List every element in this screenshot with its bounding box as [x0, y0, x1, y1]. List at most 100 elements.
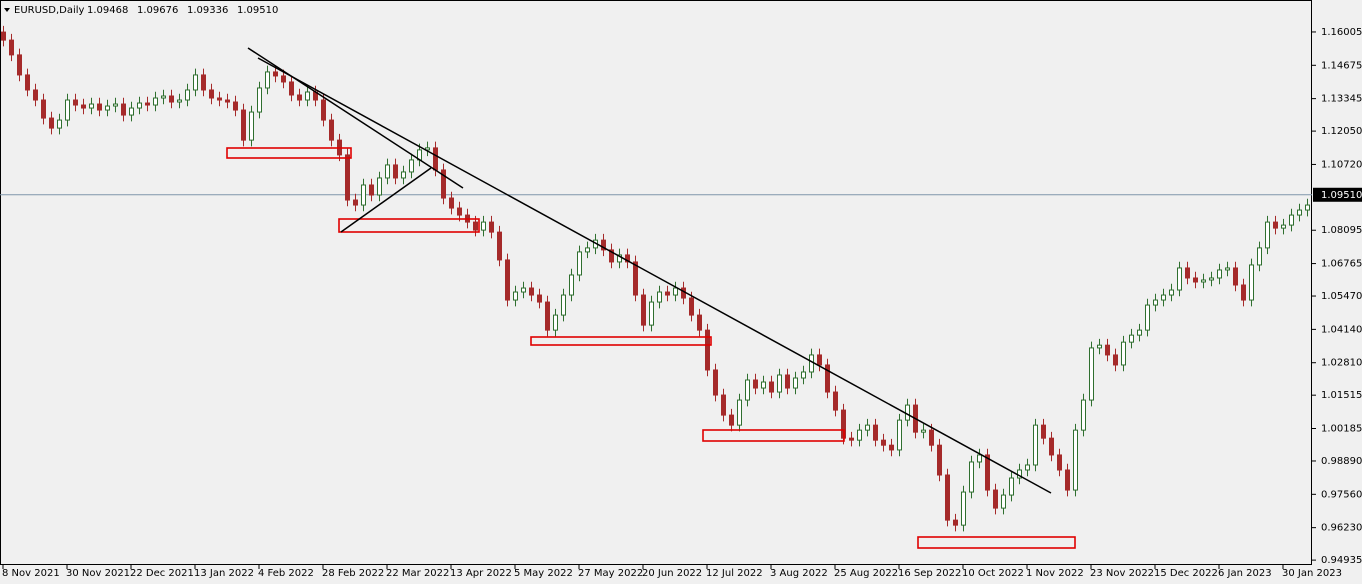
header: EURUSD,Daily 1.09468 1.09676 1.09336 1.0… [4, 5, 278, 16]
candle-body [1033, 424, 1038, 466]
support-zone [338, 218, 480, 233]
trend-line [257, 57, 1052, 494]
candle-body [393, 164, 398, 179]
candle-body [985, 454, 990, 491]
candle-body [1289, 214, 1294, 226]
candle-body [945, 474, 950, 521]
candle-body [129, 107, 134, 116]
candle-body [185, 89, 190, 101]
trend-line [340, 167, 432, 233]
candle-body [601, 239, 606, 251]
header-close: 1.09510 [237, 5, 278, 16]
candle-body [1241, 284, 1246, 301]
price-label: 1.09510 [1321, 190, 1362, 201]
candle-body [929, 429, 934, 446]
candle-body [1113, 354, 1118, 366]
candle-body [297, 94, 302, 101]
candle-body [761, 381, 766, 389]
y-tick-label: 1.06765 [1321, 259, 1362, 270]
candle-body [369, 184, 374, 196]
candle-body [825, 364, 830, 393]
candle-body [473, 221, 478, 231]
header-low: 1.09336 [187, 5, 228, 16]
candle-body [105, 105, 110, 111]
y-tick-label: 1.05470 [1321, 291, 1362, 302]
candle-body [1001, 494, 1006, 509]
candle-body [969, 461, 974, 493]
candle-body [1081, 399, 1086, 431]
y-tick-label: 0.98890 [1321, 456, 1362, 467]
candle-body [1097, 344, 1102, 349]
candle-body [241, 109, 246, 141]
support-zone [226, 147, 352, 159]
candle-body [521, 287, 526, 293]
candle-body [497, 231, 502, 261]
candle-body [905, 404, 910, 421]
candle-body [193, 74, 198, 91]
candle-body [329, 119, 334, 141]
candle-body [1265, 221, 1270, 249]
candle-body [145, 102, 150, 106]
y-tick-label: 1.00185 [1321, 424, 1362, 435]
candle-body [97, 103, 102, 111]
candle-body [1105, 344, 1110, 356]
support-zone [530, 336, 712, 346]
x-tick-label: 22 Mar 2022 [386, 568, 449, 579]
candle-body [1065, 469, 1070, 491]
candle-body [561, 294, 566, 316]
candle-body [33, 89, 38, 101]
candle-body [993, 489, 998, 509]
y-tick-label: 1.08095 [1321, 225, 1362, 236]
candle-body [177, 99, 182, 103]
candle-body [289, 81, 294, 96]
candle-body [545, 301, 550, 331]
candle-body [777, 374, 782, 393]
candle-body [1009, 477, 1014, 496]
candle-body [489, 221, 494, 233]
candle-body [73, 99, 78, 106]
candle-body [1305, 204, 1310, 211]
candle-body [889, 444, 894, 451]
candle-body [401, 171, 406, 179]
menu-arrow[interactable] [4, 8, 10, 12]
candle-body [537, 294, 542, 303]
candle-body [745, 379, 750, 401]
support-zone [702, 429, 845, 442]
header-open: 1.09468 [87, 5, 128, 16]
candle-body [881, 439, 886, 446]
plot-frame [0, 0, 1312, 565]
candle-body [737, 399, 742, 426]
candle-body [1, 31, 6, 41]
candle-body [17, 54, 22, 76]
candles [1, 25, 1310, 532]
x-tick-label: 10 Oct 2022 [962, 568, 1024, 579]
candle-body [625, 254, 630, 263]
candle-body [1177, 267, 1182, 291]
candle-body [641, 294, 646, 326]
candle-body [273, 71, 278, 77]
candle-body [25, 74, 30, 91]
axis-layer: 1.16005 1.14675 1.13345 1.12050 1.10720 1.080… [0, 27, 1362, 579]
candle-body [977, 454, 982, 463]
candle-body [713, 369, 718, 396]
x-tick-label: 5 May 2022 [514, 568, 573, 579]
x-tick-label: 23 Nov 2022 [1090, 568, 1154, 579]
candle-body [1025, 464, 1030, 471]
candle-body [305, 91, 310, 101]
candle-body [1233, 267, 1238, 286]
candle-body [617, 254, 622, 263]
x-tick-label: 27 May 2022 [578, 568, 643, 579]
candle-body [1225, 267, 1230, 271]
x-tick-label: 25 Aug 2022 [834, 568, 898, 579]
candle-body [425, 147, 430, 151]
y-tick-label: 1.13345 [1321, 94, 1362, 105]
y-tick-label: 0.94935 [1321, 555, 1362, 566]
y-tick-label: 1.14675 [1321, 60, 1362, 71]
y-tick-label: 0.96230 [1321, 523, 1362, 534]
candle-body [1073, 429, 1078, 491]
candle-body [353, 199, 358, 206]
x-tick-label: 13 Jan 2022 [194, 568, 254, 579]
candle-body [529, 287, 534, 296]
candle-body [1201, 279, 1206, 283]
